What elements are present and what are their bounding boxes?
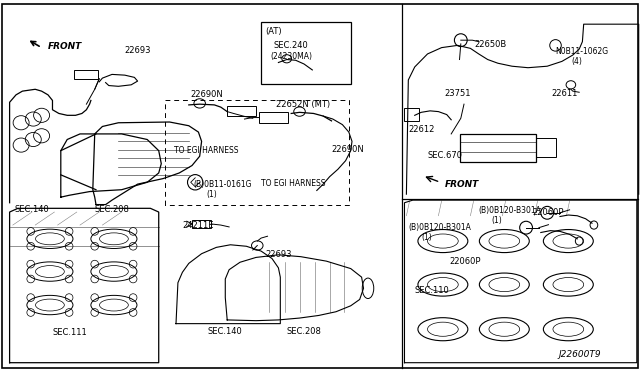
Text: SEC.208: SEC.208 [95, 205, 129, 214]
Text: SEC.240: SEC.240 [274, 41, 308, 50]
Text: FRONT: FRONT [445, 180, 479, 189]
Text: (1): (1) [206, 190, 217, 199]
Text: TO EGI HARNESS: TO EGI HARNESS [174, 146, 239, 155]
Text: J22600T9: J22600T9 [558, 350, 601, 359]
Text: 22652N (MT): 22652N (MT) [276, 100, 331, 109]
Text: (24230MA): (24230MA) [270, 52, 312, 61]
Text: SEC.140: SEC.140 [208, 327, 243, 336]
Text: 22693: 22693 [125, 46, 151, 55]
Text: SEC.208: SEC.208 [287, 327, 321, 336]
Bar [536, 138, 556, 157]
Text: 24211E: 24211E [182, 221, 214, 230]
Text: 22060P: 22060P [532, 208, 564, 217]
Text: 22612: 22612 [408, 125, 435, 134]
Bar [261, 22, 351, 84]
Bar [74, 70, 98, 79]
Text: SEC.670: SEC.670 [428, 151, 463, 160]
Bar [404, 108, 419, 121]
Text: (B)0B120-B301A: (B)0B120-B301A [408, 223, 471, 232]
Bar [227, 106, 256, 116]
Text: 22693: 22693 [266, 250, 292, 259]
Text: (B)0B11-0161G: (B)0B11-0161G [193, 180, 252, 189]
Text: FRONT: FRONT [48, 42, 83, 51]
Text: (AT): (AT) [266, 27, 282, 36]
Bar [460, 134, 536, 162]
Text: TO EGI HARNESS: TO EGI HARNESS [261, 179, 326, 187]
Text: 22060P: 22060P [449, 257, 481, 266]
Bar [259, 112, 288, 123]
Text: 22690N: 22690N [191, 90, 223, 99]
Text: 22690N: 22690N [332, 145, 364, 154]
Text: SEC.111: SEC.111 [52, 328, 87, 337]
Text: (1): (1) [492, 216, 502, 225]
Text: N0B11-1062G: N0B11-1062G [556, 47, 609, 56]
Text: SEC.140: SEC.140 [14, 205, 49, 214]
Text: 22650B: 22650B [475, 40, 507, 49]
Text: SEC.110: SEC.110 [415, 286, 449, 295]
Text: 23751: 23751 [445, 89, 471, 98]
Text: (B)0B120-B301A: (B)0B120-B301A [479, 206, 541, 215]
Text: 22611: 22611 [552, 89, 578, 98]
Text: (4): (4) [571, 57, 582, 66]
Bar [192, 220, 211, 228]
Text: (1): (1) [421, 233, 432, 242]
